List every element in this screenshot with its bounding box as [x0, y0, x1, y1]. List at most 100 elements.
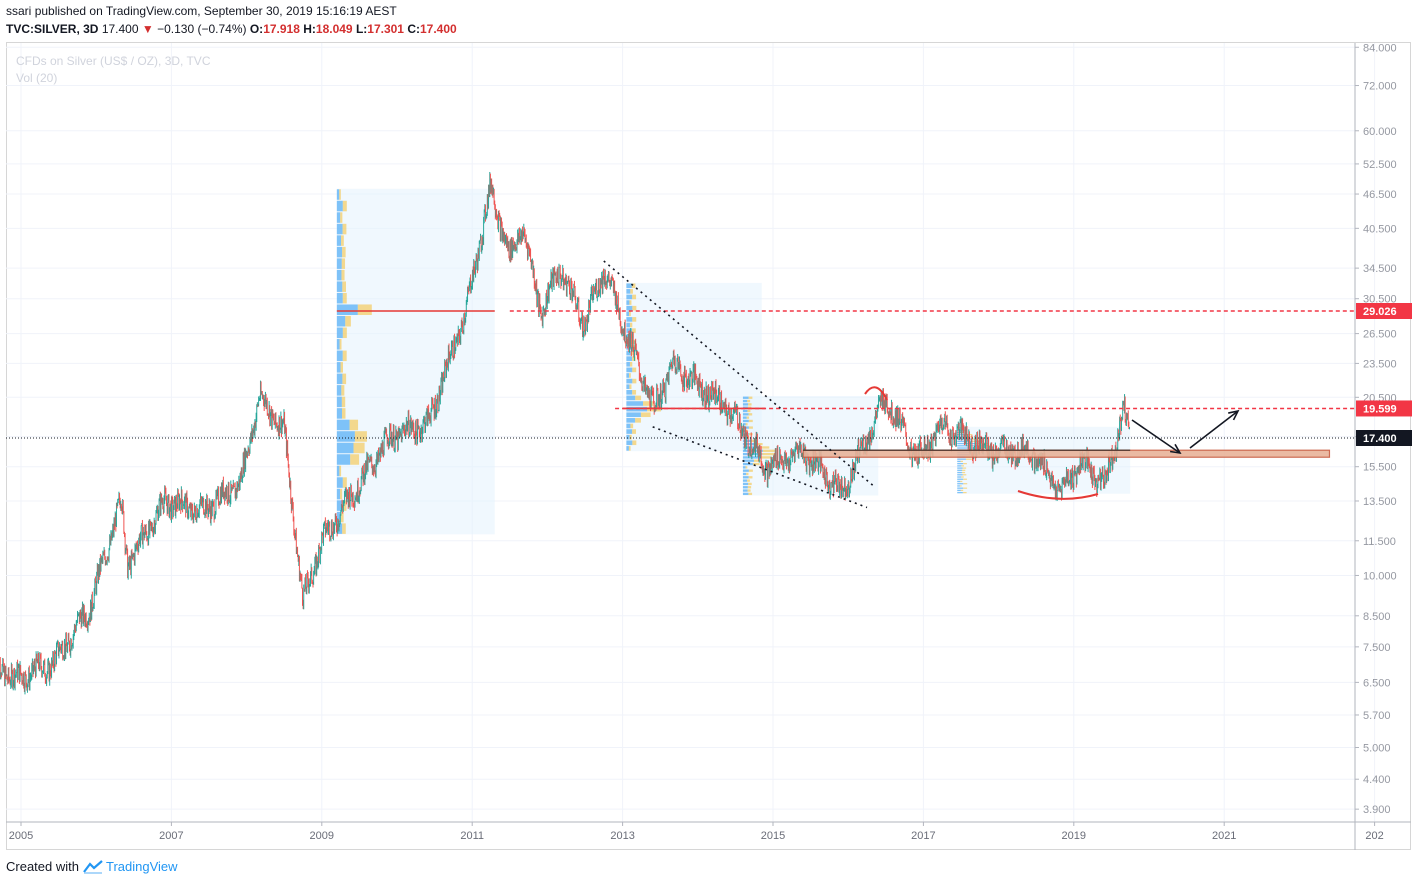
x-tick-label: 2017	[911, 830, 935, 842]
vp-bar-down	[632, 389, 637, 395]
vp-bar-down	[340, 362, 343, 373]
vp-bar-down	[350, 454, 360, 465]
vp-bar-up	[336, 419, 350, 431]
vp-bar-up	[336, 454, 351, 465]
vp-bar-down	[632, 317, 637, 322]
vp-bar-down	[630, 423, 634, 429]
vp-bar-down	[340, 488, 343, 500]
trend-drawings	[6, 260, 1355, 509]
vp-bar-down	[342, 477, 347, 488]
vp-bar-down	[342, 523, 346, 534]
brand-name: TradingView	[105, 859, 178, 874]
vp-bar-down	[753, 459, 762, 462]
vp-bar-down	[632, 305, 637, 311]
vp-bar-up	[336, 281, 343, 292]
x-tick-label: 2015	[761, 830, 785, 842]
vp-bar-down	[962, 474, 967, 476]
symbol-info: TVC:SILVER, 3D 17.400 ▼ −0.130 (−0.74%) …	[6, 22, 457, 36]
y-tick-label: 13.500	[1363, 496, 1397, 508]
drawing-overlays	[336, 188, 1131, 535]
y-tick-label: 60.000	[1363, 126, 1397, 138]
vp-bar-down	[629, 322, 633, 328]
vp-bar-up	[957, 471, 962, 474]
vp-bar-up	[336, 212, 341, 223]
vp-bar-up	[742, 443, 755, 446]
vp-bar-down	[748, 476, 753, 479]
indicator-label: Vol (20)	[16, 71, 58, 85]
vp-bar-up	[742, 489, 748, 492]
y-tick-label: 52.500	[1363, 159, 1397, 171]
vp-bar-up	[626, 401, 644, 406]
vp-bar-down	[345, 315, 351, 327]
projection-arrow-down-head	[1169, 443, 1182, 455]
vp-bar-up	[336, 200, 343, 212]
vp-bar-up	[957, 480, 961, 483]
vp-bar-down	[631, 356, 636, 361]
vp-bar-down	[342, 350, 347, 362]
candles-layer	[0, 171, 1130, 695]
vp-bar-down	[342, 408, 346, 419]
y-tick-label: 23.500	[1363, 358, 1397, 370]
y-tick-label: 11.500	[1363, 536, 1396, 548]
vp-bar-down	[748, 396, 753, 399]
vp-bar-down	[342, 223, 347, 235]
vp-bar-down	[961, 471, 966, 474]
vp-bar-up	[626, 289, 631, 294]
brand-link[interactable]: TradingView	[83, 859, 178, 874]
created-with-text: Created with	[6, 859, 79, 874]
vp-bar-down	[643, 401, 655, 406]
vp-bar-down	[748, 426, 753, 429]
low-value: 17.301	[367, 22, 404, 36]
x-tick-label: 2005	[9, 830, 33, 842]
wedge-lower-line	[652, 426, 868, 509]
y-tick-label: 5.000	[1363, 742, 1391, 754]
projection-arrow-up-head	[1228, 409, 1240, 421]
vp-bar-down	[760, 456, 772, 459]
vp-bar-down	[632, 294, 637, 300]
vp-bar-down	[747, 479, 750, 482]
vp-bar-down	[963, 463, 967, 465]
vp-bar-down	[342, 327, 347, 339]
vp-bar-down	[354, 431, 367, 442]
vp-bar-up	[957, 483, 964, 485]
vp-bar-down	[341, 396, 346, 408]
vp-bar-down	[752, 462, 760, 466]
vp-bar-up	[742, 479, 748, 482]
vp-bar-up	[742, 469, 749, 472]
vp-bar-up	[957, 463, 964, 465]
vp-bar-down	[962, 467, 967, 469]
vp-bar-up	[626, 378, 633, 384]
projection-arrow-up	[1189, 410, 1239, 449]
y-tick-label: 15.500	[1363, 462, 1397, 474]
price-badges: 29.026 19.599 17.400	[1356, 303, 1412, 446]
vp-bar-up	[626, 395, 636, 401]
vp-bar-up	[336, 396, 342, 408]
vp-bar-down	[748, 469, 753, 472]
vp-bar-down	[341, 269, 345, 281]
x-tick-label: 2021	[1212, 830, 1236, 842]
vp-bar-down	[746, 472, 749, 476]
price-badge-label: 19.599	[1363, 403, 1397, 415]
y-tick-label: 26.500	[1363, 329, 1397, 341]
vp-bar-up	[626, 412, 641, 418]
vp-bar-up	[957, 492, 963, 494]
low-label: L:	[355, 22, 368, 36]
vp-bar-up	[336, 442, 354, 454]
x-tick-label: 2007	[159, 830, 183, 842]
vp-bar-up	[626, 283, 632, 289]
vp-bar-down	[746, 416, 750, 419]
footer: Created with TradingView	[6, 859, 178, 874]
vp-bar-down	[747, 409, 751, 413]
y-tick-label: 6.500	[1363, 677, 1391, 689]
vp-bar-up	[957, 469, 963, 471]
open-value: 17.918	[263, 22, 300, 36]
vp-bar-down	[630, 289, 633, 294]
vp-bar-up	[742, 482, 749, 486]
author-name[interactable]: ssari	[6, 4, 32, 18]
vp-bar-up	[626, 389, 633, 395]
vp-bar-up	[336, 431, 355, 442]
vp-bar-down	[962, 469, 966, 471]
vp-bar-up	[957, 487, 964, 489]
vp-bar-up	[626, 305, 633, 311]
